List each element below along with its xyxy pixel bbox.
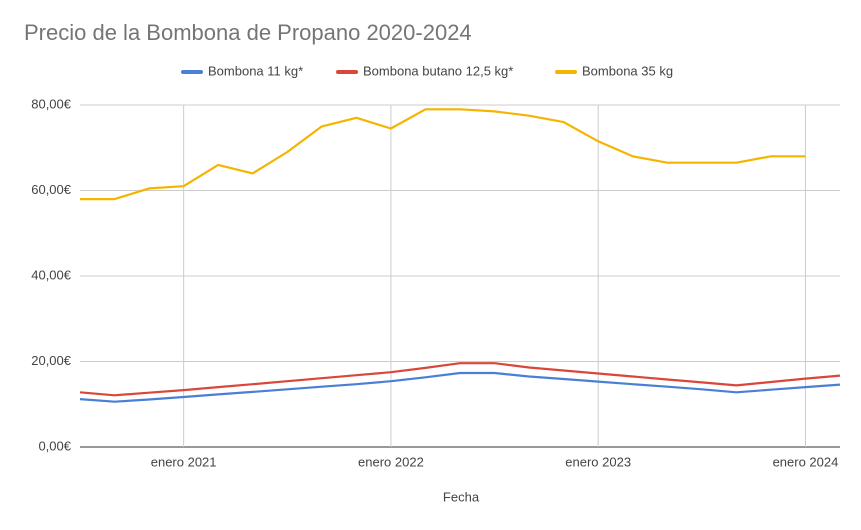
- x-axis-title: Fecha: [443, 489, 480, 504]
- y-tick-label: 40,00€: [31, 267, 72, 282]
- series-line: [79, 371, 841, 403]
- x-tick-label: enero 2024: [773, 454, 839, 469]
- chart-title: Precio de la Bombona de Propano 2020-202…: [24, 20, 472, 45]
- y-tick-label: 0,00€: [38, 438, 71, 453]
- legend-label: Bombona 11 kg*: [208, 63, 303, 78]
- y-tick-label: 80,00€: [31, 96, 72, 111]
- y-tick-label: 20,00€: [31, 353, 72, 368]
- x-tick-label: enero 2021: [151, 454, 217, 469]
- x-tick-label: enero 2023: [565, 454, 631, 469]
- legend-label: Bombona 35 kg: [582, 63, 673, 78]
- series-line: [79, 362, 841, 397]
- x-tick-label: enero 2022: [358, 454, 424, 469]
- series-line: [80, 108, 806, 201]
- y-tick-label: 60,00€: [31, 182, 72, 197]
- legend-label: Bombona butano 12,5 kg*: [363, 63, 513, 78]
